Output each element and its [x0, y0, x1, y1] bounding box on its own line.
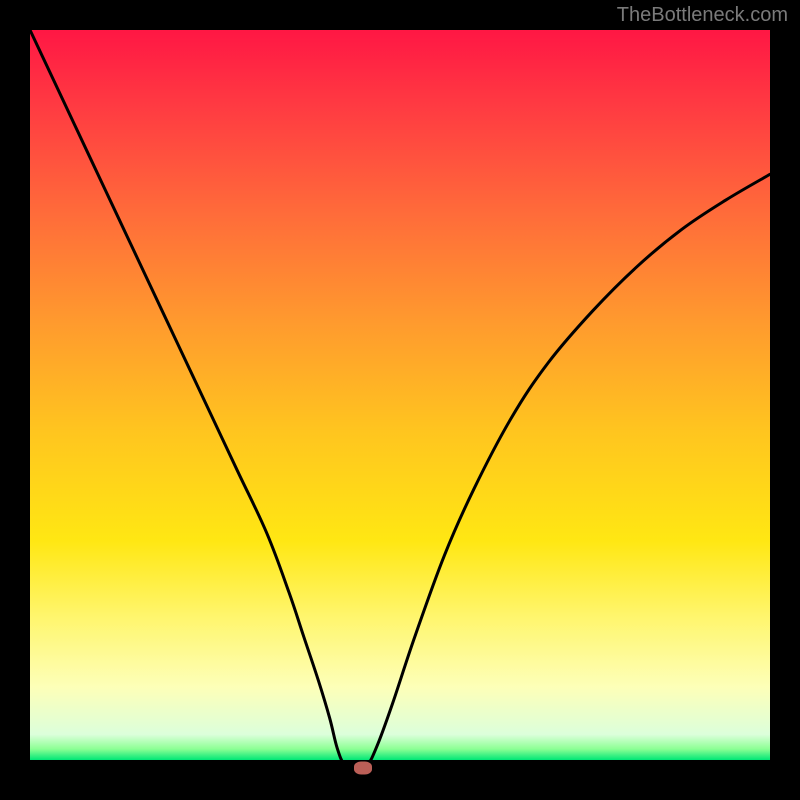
bottleneck-curve	[30, 30, 770, 770]
watermark-text: TheBottleneck.com	[617, 4, 788, 27]
plot-area	[30, 30, 770, 770]
minimum-marker	[354, 761, 372, 774]
